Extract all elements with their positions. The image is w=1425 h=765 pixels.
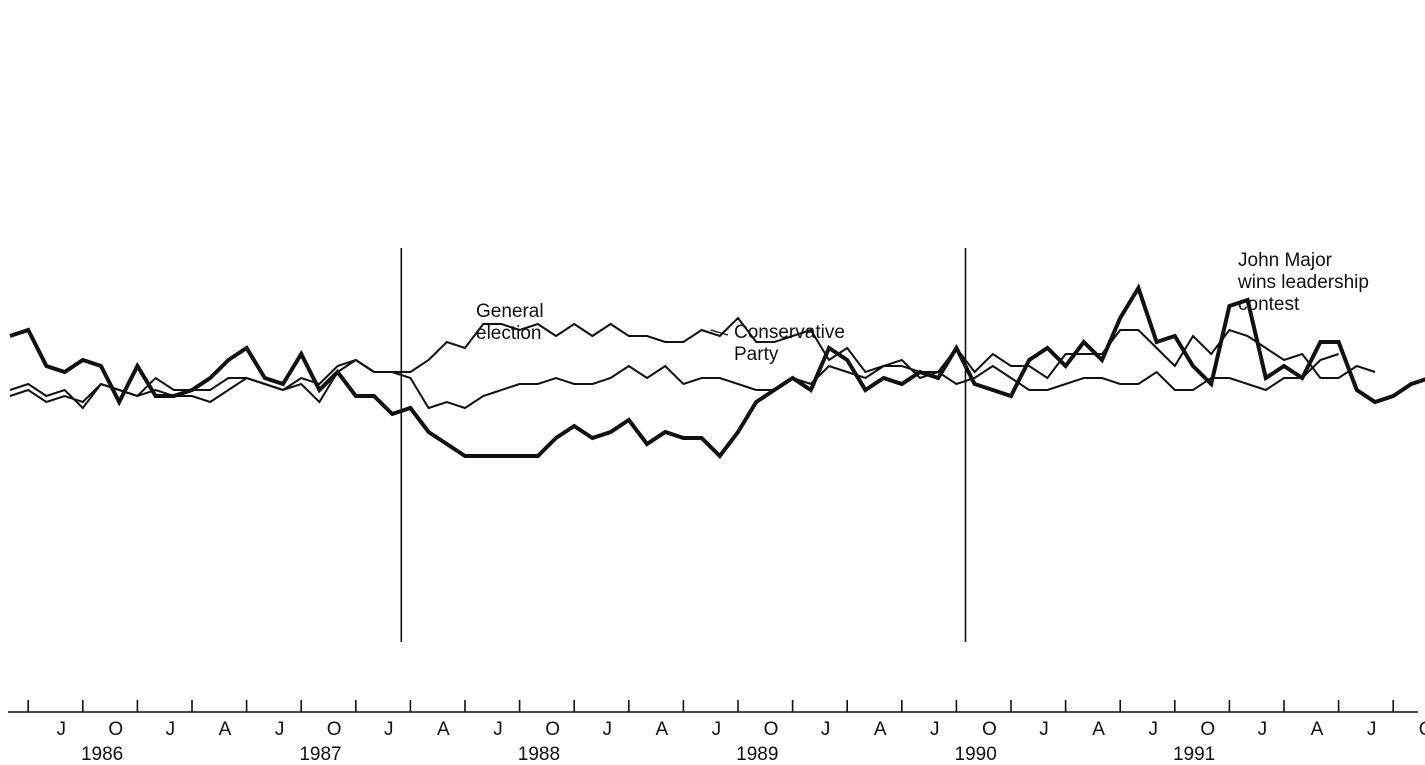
year-label: 1989 xyxy=(736,744,778,765)
x-tick-label: J xyxy=(1148,719,1158,740)
general-election-label-line: election xyxy=(476,323,542,344)
john-major-label: John Major wins leadership contest xyxy=(1237,250,1369,315)
series-line-1 xyxy=(10,288,1425,456)
x-axis: J O J A J O J A J O J A J O J A J O J A J O J A J O 1986 1987 1988 19… xyxy=(8,700,1425,765)
year-label: 1990 xyxy=(955,744,997,765)
x-tick-label: O xyxy=(1200,719,1215,740)
x-tick-label: A xyxy=(219,719,232,740)
x-tick-label: J xyxy=(275,719,285,740)
series-line-2 xyxy=(10,318,1375,408)
x-tick-label: J xyxy=(166,719,176,740)
conservative-party-label-line: Party xyxy=(734,344,779,365)
label-layer: General election John Major wins leadership… xyxy=(476,250,1369,365)
x-tick-label: J xyxy=(1039,719,1049,740)
x-tick-label: A xyxy=(437,719,450,740)
year-label: 1986 xyxy=(81,744,123,765)
x-tick-label: J xyxy=(493,719,503,740)
x-tick-label: J xyxy=(712,719,722,740)
year-label: 1991 xyxy=(1173,744,1215,765)
x-tick-label: O xyxy=(327,719,342,740)
x-tick-label: J xyxy=(930,719,940,740)
general-election-label: General election xyxy=(476,301,544,344)
x-tick-label: J xyxy=(384,719,394,740)
x-tick-label: O xyxy=(764,719,779,740)
x-tick-label: J xyxy=(1258,719,1268,740)
x-tick-label: A xyxy=(1092,719,1105,740)
john-major-label-line: contest xyxy=(1238,294,1300,315)
x-tick-label: J xyxy=(602,719,612,740)
john-major-label-line: wins leadership xyxy=(1237,272,1369,293)
year-label: 1987 xyxy=(299,744,341,765)
general-election-label-line: General xyxy=(476,301,544,322)
x-tick-label: J xyxy=(56,719,66,740)
x-tick-label: O xyxy=(1419,719,1425,740)
x-tick-label: O xyxy=(108,719,123,740)
year-label: 1988 xyxy=(518,744,560,765)
x-tick-label: J xyxy=(821,719,831,740)
series-layer xyxy=(10,288,1425,456)
john-major-label-line: John Major xyxy=(1238,250,1333,271)
x-tick-label: A xyxy=(1311,719,1324,740)
x-tick-label: A xyxy=(655,719,668,740)
x-tick-label: O xyxy=(545,719,560,740)
x-tick-label: O xyxy=(982,719,997,740)
x-tick-label: J xyxy=(1367,719,1377,740)
conservative-party-label-line: Conservative xyxy=(734,322,845,343)
series-line-3 xyxy=(10,354,1339,408)
x-tick-label: A xyxy=(874,719,887,740)
